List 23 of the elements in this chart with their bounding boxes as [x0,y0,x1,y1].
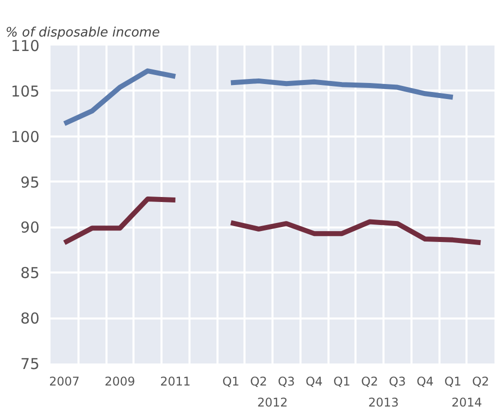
y-tick-label: 95 [20,173,40,192]
x-tick-label: Q2 [250,374,268,388]
x-tick-label: Q3 [388,374,406,388]
text: 2014 [451,396,482,410]
x-tick-label: 2011 [160,374,191,388]
y-tick-label: 80 [20,310,40,328]
x-tick-label: 2007 [49,374,80,388]
x-tick-label: Q1 [444,374,462,388]
y-tick-label: 90 [20,218,40,237]
x-tick-label: Q4 [416,374,434,388]
y-tick-label: 105 [10,82,40,100]
text: 2013 [368,396,399,410]
x-tick-label: 2009 [104,374,136,388]
y-tick-label: 75 [20,355,40,373]
y-tick-label: 100 [10,128,40,146]
x-tick-label: Q4 [306,374,323,388]
text: 2012 [257,396,288,410]
x-tick-label: Q3 [278,374,295,388]
x-tick-label: Q1 [333,374,350,388]
y-tick-label: 85 [20,264,40,282]
x-tick-label: Q1 [222,374,240,388]
x-tick-label: Q2 [361,374,378,388]
x-tick-label: Q2 [472,374,490,388]
